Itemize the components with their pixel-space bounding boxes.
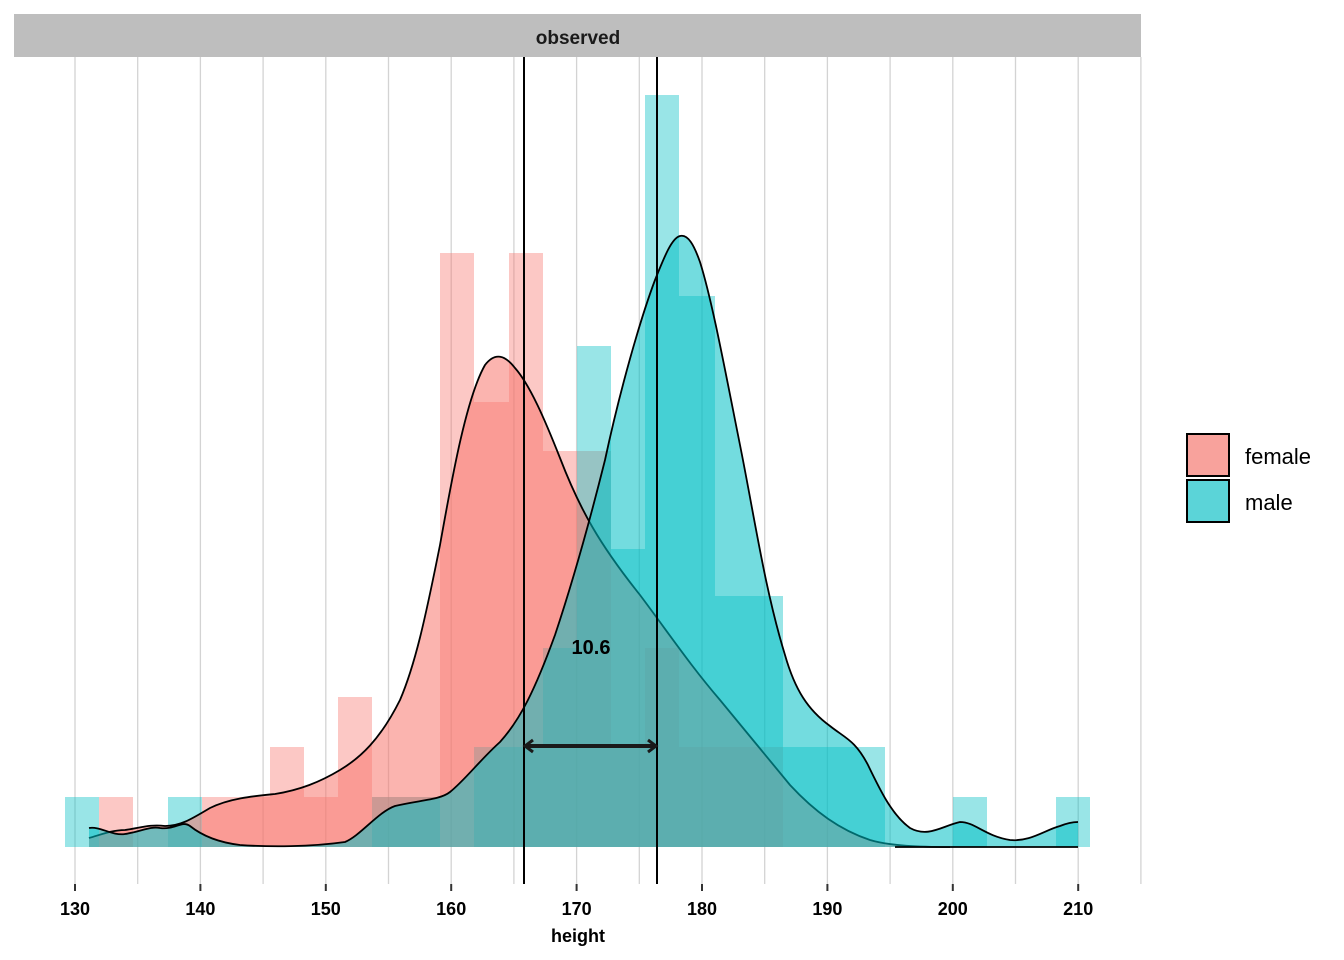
legend-key-female [1186, 433, 1230, 477]
legend-label-female: female [1245, 444, 1311, 469]
tick-label: 190 [812, 899, 842, 919]
tick-label: 160 [436, 899, 466, 919]
legend: female male [1186, 433, 1311, 523]
difference-label: 10.6 [572, 637, 611, 659]
x-axis-title: height [551, 926, 605, 946]
tick-label: 130 [60, 899, 90, 919]
facet-strip-label: observed [536, 28, 620, 49]
legend-label-male: male [1245, 490, 1293, 515]
tick-label: 210 [1063, 899, 1093, 919]
tick-label: 140 [185, 899, 215, 919]
x-axis-tick-labels: 130 140 150 160 170 180 190 200 210 [60, 899, 1093, 919]
male-density-area [89, 235, 1078, 848]
tick-label: 200 [938, 899, 968, 919]
difference-arrow [522, 738, 659, 754]
facet-strip [14, 14, 1141, 57]
tick-label: 150 [311, 899, 341, 919]
male-density-line [88, 234, 1079, 848]
legend-key-male [1186, 479, 1230, 523]
tick-label: 170 [562, 899, 592, 919]
tick-label: 180 [687, 899, 717, 919]
x-axis-ticks [74, 884, 1080, 891]
